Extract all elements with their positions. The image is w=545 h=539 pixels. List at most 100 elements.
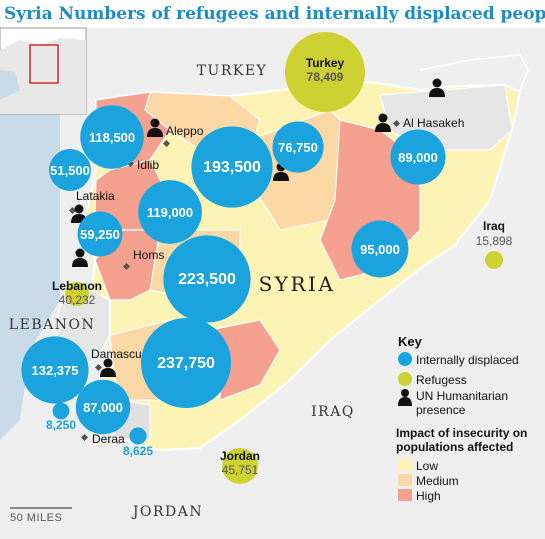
un-icon-head bbox=[103, 358, 113, 368]
un-presence-icon bbox=[147, 118, 163, 137]
legend-impact-title-1: Impact of insecurity on bbox=[396, 426, 527, 440]
label-lebanon: LEBANON bbox=[9, 317, 95, 333]
city-marker-damascus bbox=[94, 363, 103, 372]
idp-circle bbox=[138, 180, 202, 244]
idp-value-label: 76,750 bbox=[278, 140, 318, 155]
idp-value-label: 87,000 bbox=[83, 400, 123, 415]
inset-locator bbox=[0, 27, 87, 115]
legend-refugees-swatch bbox=[398, 372, 412, 386]
un-presence-icon bbox=[375, 113, 391, 132]
city-damascus: Damascu bbox=[91, 347, 142, 361]
turkey-iraq-border bbox=[419, 54, 529, 91]
city-marker-al-hasakeh bbox=[392, 119, 401, 128]
un-icon-body bbox=[375, 123, 391, 132]
idp-value-label: 95,000 bbox=[360, 242, 400, 257]
idp-value-label: 59,250 bbox=[80, 227, 120, 242]
label-iraq: IRAQ bbox=[311, 404, 355, 420]
idp-circle bbox=[21, 336, 89, 404]
refugee-country-lebanon: Lebanon bbox=[52, 279, 102, 293]
city-latakia: Latakia bbox=[76, 189, 115, 203]
un-presence-icon bbox=[100, 358, 116, 377]
un-icon-body bbox=[273, 172, 289, 181]
map-title: Syria Numbers of refugees and internally… bbox=[4, 4, 545, 24]
idp-circle bbox=[75, 379, 131, 435]
idp-value-label: 51,500 bbox=[50, 163, 90, 178]
legend-refugees-label: Refugess bbox=[416, 373, 467, 387]
city-homs: Homs bbox=[133, 248, 164, 262]
legend-title: Key bbox=[398, 334, 423, 349]
idp-circle bbox=[49, 149, 91, 191]
refugee-country-turkey: Turkey bbox=[306, 56, 345, 70]
un-presence-icon bbox=[429, 78, 445, 97]
idp-value-label: 8,625 bbox=[123, 444, 153, 458]
scale-label: 50 MILES bbox=[10, 512, 62, 524]
inset-land bbox=[0, 38, 86, 114]
legend-un-label-2: presence bbox=[416, 403, 466, 417]
refugee-circle-lebanon bbox=[65, 282, 89, 306]
un-presence-icon bbox=[72, 248, 88, 267]
legend-idp-label: Internally displaced bbox=[416, 353, 519, 367]
idp-value-label: 119,000 bbox=[147, 205, 193, 220]
un-icon-head bbox=[378, 113, 388, 123]
idp-circle bbox=[77, 211, 123, 257]
refugee-value-lebanon: 40,232 bbox=[59, 293, 96, 307]
idp-circle bbox=[141, 318, 231, 408]
refugee-circle-jordan bbox=[222, 448, 258, 484]
legend-un-label-1: UN Humanitarian bbox=[416, 389, 508, 403]
idp-circle bbox=[351, 220, 409, 278]
idp-circle bbox=[163, 235, 251, 323]
idp-value-label: 132,375 bbox=[32, 363, 79, 378]
title-text: Numbers of refugees and internally displ… bbox=[58, 4, 545, 24]
un-icon-head bbox=[150, 118, 160, 128]
idp-circle bbox=[272, 121, 324, 173]
city-aleppo: Aleppo bbox=[166, 124, 204, 138]
label-turkey: TURKEY bbox=[197, 63, 268, 79]
legend-idp-swatch bbox=[398, 352, 412, 366]
city-marker-aleppo bbox=[162, 139, 171, 148]
refugee-circle-turkey bbox=[285, 32, 365, 112]
un-icon-head bbox=[74, 204, 84, 214]
legend-un-icon bbox=[398, 389, 412, 406]
un-icon-head bbox=[432, 78, 442, 88]
legend-un-body bbox=[398, 397, 412, 406]
idp-circle bbox=[191, 126, 273, 208]
inset-sea bbox=[0, 70, 20, 100]
un-icon-body bbox=[72, 258, 88, 267]
inset-highlight bbox=[29, 44, 59, 84]
mediterranean-sea bbox=[0, 28, 60, 440]
label-syria: SYRIA bbox=[259, 272, 336, 296]
cities: Aleppo Idlib Latakia Homs Damascu Deraa … bbox=[68, 116, 464, 446]
city-idlib: Idlib bbox=[137, 158, 159, 172]
refugee-value-iraq: 15,898 bbox=[476, 234, 513, 248]
idp-value-label: 237,750 bbox=[157, 355, 215, 372]
un-icon-head bbox=[75, 248, 85, 258]
refugee-country-iraq: Iraq bbox=[483, 219, 505, 233]
refugee-markers: Turkey 78,409 Iraq 15,898 Lebanon 40,232… bbox=[52, 32, 513, 484]
legend-medium-label: Medium bbox=[416, 474, 459, 488]
city-al-hasakeh: Al Hasakeh bbox=[403, 116, 464, 130]
title-lead: Syria bbox=[4, 4, 53, 24]
scale-bar: 50 MILES bbox=[10, 507, 72, 524]
idp-value-label: 89,000 bbox=[398, 150, 438, 165]
idp-circle bbox=[80, 105, 144, 169]
legend-un-head bbox=[401, 389, 409, 397]
idp-value-label: 193,500 bbox=[203, 159, 261, 176]
refugee-value-jordan: 45,751 bbox=[222, 463, 259, 477]
legend-low-swatch bbox=[398, 459, 412, 471]
refugee-value-turkey: 78,409 bbox=[307, 70, 344, 84]
un-icon-body bbox=[429, 88, 445, 97]
city-marker-homs bbox=[122, 262, 131, 271]
legend-high-swatch bbox=[398, 489, 412, 501]
idp-circle bbox=[129, 427, 147, 445]
idp-value-label: 223,500 bbox=[178, 271, 236, 288]
un-presence-icons bbox=[71, 78, 445, 377]
city-marker-deraa bbox=[80, 433, 89, 442]
idp-value-label: 8,250 bbox=[46, 418, 76, 432]
legend-high-label: High bbox=[416, 489, 441, 503]
un-icon-body bbox=[147, 128, 163, 137]
legend-medium-swatch bbox=[398, 474, 412, 486]
city-deraa: Deraa bbox=[92, 432, 125, 446]
legend-impact-title-2: populations affected bbox=[396, 440, 513, 454]
